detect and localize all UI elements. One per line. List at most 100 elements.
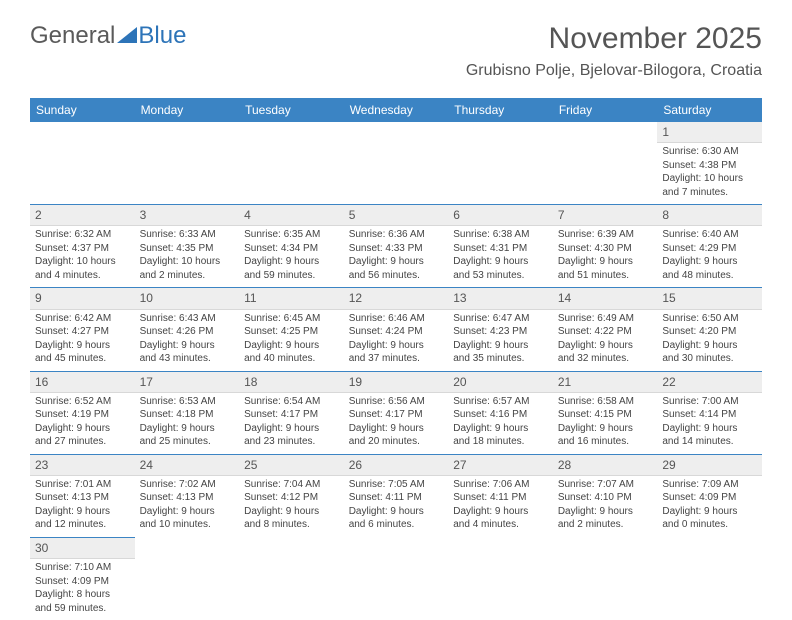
calendar-row: 2Sunrise: 6:32 AMSunset: 4:37 PMDaylight… xyxy=(30,205,762,288)
sunset-text: Sunset: 4:37 PM xyxy=(35,242,130,256)
calendar-cell: 15Sunrise: 6:50 AMSunset: 4:20 PMDayligh… xyxy=(657,288,762,371)
sunset-text: Sunset: 4:09 PM xyxy=(662,491,757,505)
location-text: Grubisno Polje, Bjelovar-Bilogora, Croat… xyxy=(466,62,762,80)
calendar-cell xyxy=(448,537,553,620)
daylight-text: and 45 minutes. xyxy=(35,352,130,366)
sunrise-text: Sunrise: 6:43 AM xyxy=(140,312,235,326)
day-number: 2 xyxy=(30,205,135,226)
sunrise-text: Sunrise: 7:09 AM xyxy=(662,478,757,492)
calendar-row: 30Sunrise: 7:10 AMSunset: 4:09 PMDayligh… xyxy=(30,537,762,620)
sunset-text: Sunset: 4:17 PM xyxy=(244,408,339,422)
calendar-cell: 7Sunrise: 6:39 AMSunset: 4:30 PMDaylight… xyxy=(553,205,658,288)
daylight-text: Daylight: 9 hours xyxy=(453,422,548,436)
day-number: 25 xyxy=(239,455,344,476)
daylight-text: Daylight: 9 hours xyxy=(453,339,548,353)
calendar-cell xyxy=(30,122,135,205)
sunrise-text: Sunrise: 6:42 AM xyxy=(35,312,130,326)
daylight-text: Daylight: 9 hours xyxy=(244,505,339,519)
sunrise-text: Sunrise: 6:32 AM xyxy=(35,228,130,242)
calendar-cell: 25Sunrise: 7:04 AMSunset: 4:12 PMDayligh… xyxy=(239,454,344,537)
day-number: 10 xyxy=(135,288,240,309)
calendar-cell: 2 Sunrise: 6:32 AMSunset: 4:37 PMDaylight… xyxy=(30,205,135,288)
sunset-text: Sunset: 4:11 PM xyxy=(349,491,444,505)
daylight-text: and 25 minutes. xyxy=(140,435,235,449)
daylight-text: Daylight: 10 hours xyxy=(35,255,130,269)
daylight-text: and 2 minutes. xyxy=(558,518,653,532)
calendar-cell: 27Sunrise: 7:06 AMSunset: 4:11 PMDayligh… xyxy=(448,454,553,537)
calendar-cell: 26Sunrise: 7:05 AMSunset: 4:11 PMDayligh… xyxy=(344,454,449,537)
daylight-text: and 59 minutes. xyxy=(244,269,339,283)
sunset-text: Sunset: 4:17 PM xyxy=(349,408,444,422)
sunrise-text: Sunrise: 6:47 AM xyxy=(453,312,548,326)
calendar-cell: 19Sunrise: 6:56 AMSunset: 4:17 PMDayligh… xyxy=(344,371,449,454)
day-header: Tuesday xyxy=(239,98,344,122)
sunset-text: Sunset: 4:23 PM xyxy=(453,325,548,339)
calendar-cell: 21Sunrise: 6:58 AMSunset: 4:15 PMDayligh… xyxy=(553,371,658,454)
header: General Blue November 2025 Grubisno Polj… xyxy=(0,0,792,88)
daylight-text: Daylight: 9 hours xyxy=(140,422,235,436)
calendar-cell: 1Sunrise: 6:30 AMSunset: 4:38 PMDaylight… xyxy=(657,122,762,205)
daylight-text: Daylight: 9 hours xyxy=(558,339,653,353)
sunrise-text: Sunrise: 6:45 AM xyxy=(244,312,339,326)
day-number: 6 xyxy=(448,205,553,226)
day-number: 22 xyxy=(657,372,762,393)
sunset-text: Sunset: 4:11 PM xyxy=(453,491,548,505)
daylight-text: Daylight: 9 hours xyxy=(35,505,130,519)
month-title: November 2025 xyxy=(466,22,762,56)
calendar-cell: 28Sunrise: 7:07 AMSunset: 4:10 PMDayligh… xyxy=(553,454,658,537)
sunrise-text: Sunrise: 7:00 AM xyxy=(662,395,757,409)
daylight-text: Daylight: 9 hours xyxy=(349,339,444,353)
day-number: 29 xyxy=(657,455,762,476)
day-header: Sunday xyxy=(30,98,135,122)
day-header: Thursday xyxy=(448,98,553,122)
sunrise-text: Sunrise: 6:50 AM xyxy=(662,312,757,326)
calendar-row: 23Sunrise: 7:01 AMSunset: 4:13 PMDayligh… xyxy=(30,454,762,537)
daylight-text: Daylight: 9 hours xyxy=(662,255,757,269)
daylight-text: Daylight: 9 hours xyxy=(558,422,653,436)
daylight-text: Daylight: 9 hours xyxy=(662,339,757,353)
day-number: 26 xyxy=(344,455,449,476)
sunset-text: Sunset: 4:16 PM xyxy=(453,408,548,422)
daylight-text: and 23 minutes. xyxy=(244,435,339,449)
calendar-cell: 10Sunrise: 6:43 AMSunset: 4:26 PMDayligh… xyxy=(135,288,240,371)
calendar-cell: 30Sunrise: 7:10 AMSunset: 4:09 PMDayligh… xyxy=(30,537,135,620)
day-number: 11 xyxy=(239,288,344,309)
daylight-text: and 8 minutes. xyxy=(244,518,339,532)
calendar-row: 9Sunrise: 6:42 AMSunset: 4:27 PMDaylight… xyxy=(30,288,762,371)
daylight-text: Daylight: 9 hours xyxy=(244,255,339,269)
sunset-text: Sunset: 4:25 PM xyxy=(244,325,339,339)
sunset-text: Sunset: 4:30 PM xyxy=(558,242,653,256)
sunrise-text: Sunrise: 6:52 AM xyxy=(35,395,130,409)
calendar-cell xyxy=(344,122,449,205)
sunset-text: Sunset: 4:20 PM xyxy=(662,325,757,339)
sunset-text: Sunset: 4:19 PM xyxy=(35,408,130,422)
calendar-cell xyxy=(553,122,658,205)
calendar-cell xyxy=(135,122,240,205)
day-header: Monday xyxy=(135,98,240,122)
day-number: 17 xyxy=(135,372,240,393)
sunrise-text: Sunrise: 6:53 AM xyxy=(140,395,235,409)
day-number: 1 xyxy=(657,122,762,143)
calendar-cell: 6Sunrise: 6:38 AMSunset: 4:31 PMDaylight… xyxy=(448,205,553,288)
day-header: Wednesday xyxy=(344,98,449,122)
sunrise-text: Sunrise: 6:33 AM xyxy=(140,228,235,242)
daylight-text: Daylight: 9 hours xyxy=(140,505,235,519)
sunset-text: Sunset: 4:24 PM xyxy=(349,325,444,339)
daylight-text: and 40 minutes. xyxy=(244,352,339,366)
logo-text-general: General xyxy=(30,22,115,50)
day-number: 24 xyxy=(135,455,240,476)
daylight-text: and 56 minutes. xyxy=(349,269,444,283)
sunset-text: Sunset: 4:14 PM xyxy=(662,408,757,422)
day-header: Friday xyxy=(553,98,658,122)
calendar-cell: 12Sunrise: 6:46 AMSunset: 4:24 PMDayligh… xyxy=(344,288,449,371)
day-number: 20 xyxy=(448,372,553,393)
sunset-text: Sunset: 4:15 PM xyxy=(558,408,653,422)
sunrise-text: Sunrise: 7:05 AM xyxy=(349,478,444,492)
daylight-text: and 14 minutes. xyxy=(662,435,757,449)
sunset-text: Sunset: 4:38 PM xyxy=(662,159,757,173)
daylight-text: Daylight: 9 hours xyxy=(244,339,339,353)
day-number: 8 xyxy=(657,205,762,226)
sunset-text: Sunset: 4:31 PM xyxy=(453,242,548,256)
daylight-text: and 48 minutes. xyxy=(662,269,757,283)
sunset-text: Sunset: 4:26 PM xyxy=(140,325,235,339)
